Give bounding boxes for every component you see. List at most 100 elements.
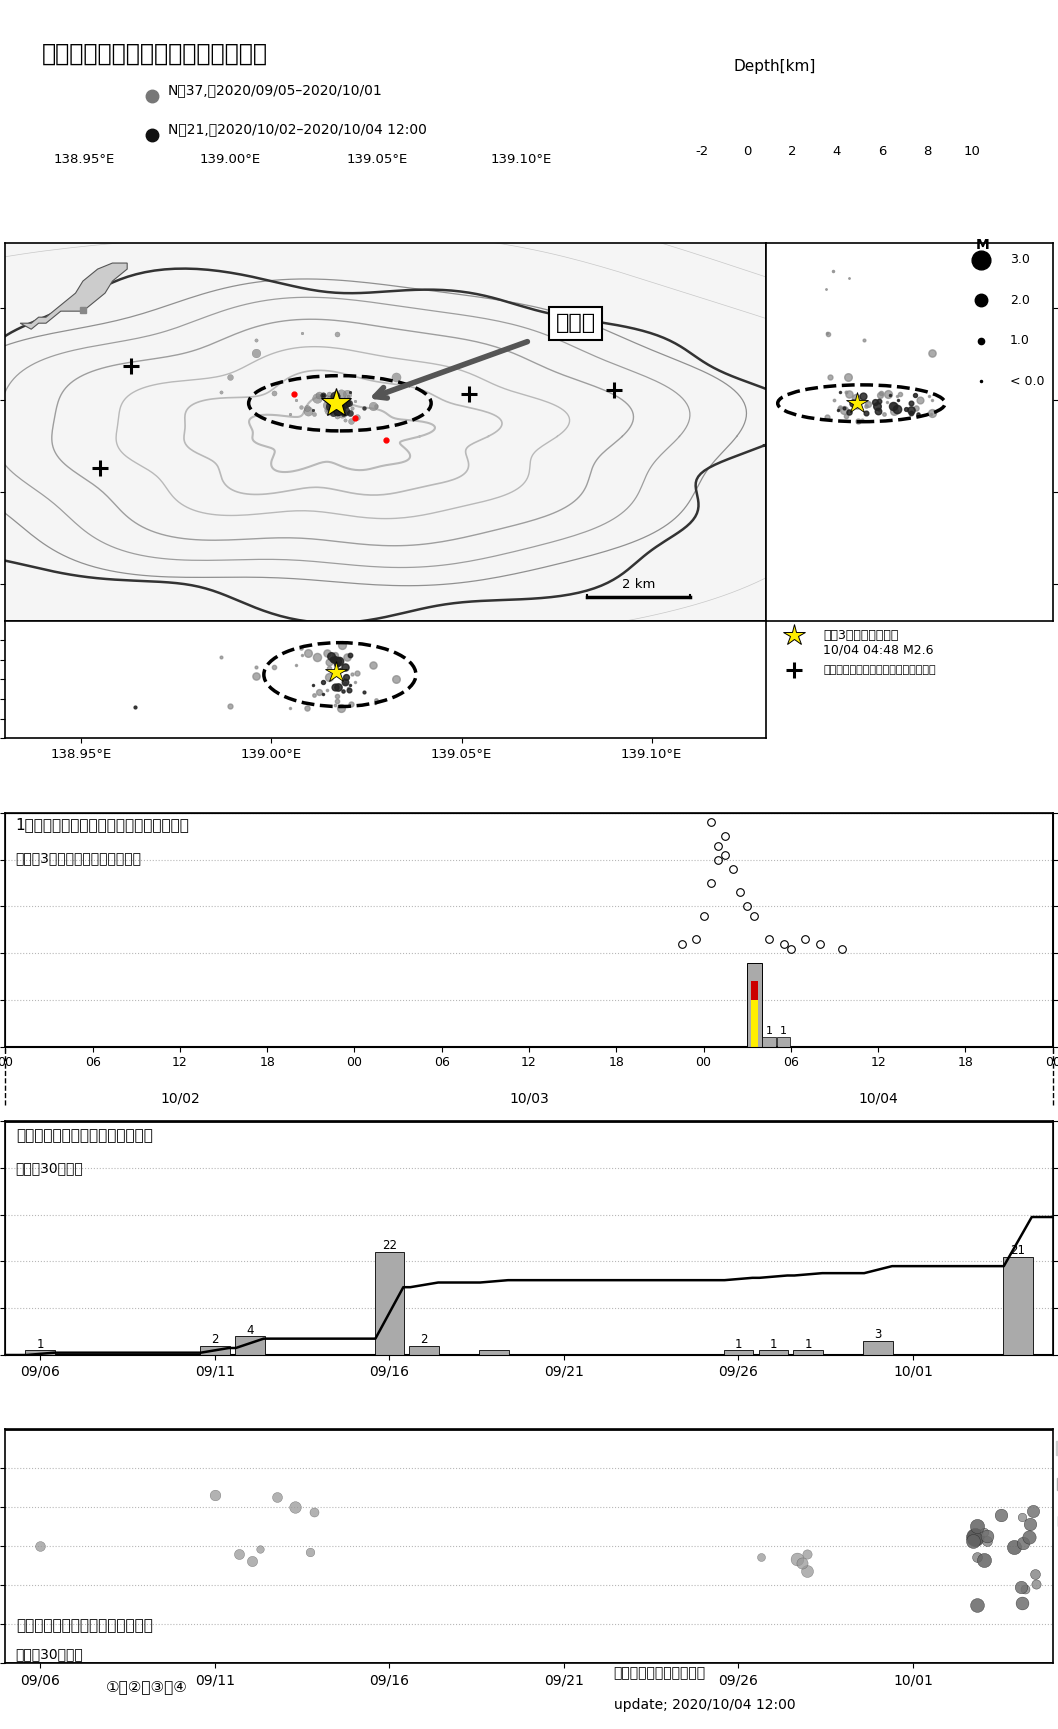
Text: （最近30日間）: （最近30日間） <box>16 1648 84 1662</box>
Point <box>1015 1528 1032 1556</box>
Text: 1: 1 <box>734 1338 743 1350</box>
Point <box>1006 1534 1023 1561</box>
Point <box>1020 1523 1037 1551</box>
Point <box>1017 1575 1034 1603</box>
Text: 21: 21 <box>1010 1243 1025 1257</box>
Text: M: M <box>977 239 990 252</box>
Text: update; 2020/10/04 12:00: update; 2020/10/04 12:00 <box>614 1698 796 1712</box>
Text: 1: 1 <box>804 1338 813 1350</box>
Text: 10/03: 10/03 <box>509 1093 549 1107</box>
Point <box>1014 1503 1030 1530</box>
Text: 2: 2 <box>420 1333 428 1345</box>
Point <box>302 1539 318 1566</box>
Text: 0: 0 <box>743 145 751 159</box>
Text: 139.00°E: 139.00°E <box>200 154 261 166</box>
Bar <box>200 1345 230 1356</box>
Point <box>788 1546 805 1573</box>
Text: 10/02: 10/02 <box>160 1093 200 1107</box>
Text: 139.10°E: 139.10°E <box>491 154 552 166</box>
Point <box>1014 1589 1030 1617</box>
Text: 日別の地震発生数と地震積算回数: 日別の地震発生数と地震積算回数 <box>16 1127 152 1143</box>
Text: 深さとマグニチュードの時間変化: 深さとマグニチュードの時間変化 <box>16 1618 152 1634</box>
Point <box>1027 1570 1044 1598</box>
Point <box>287 1494 304 1522</box>
Text: 1.0: 1.0 <box>1009 334 1029 348</box>
Bar <box>1003 1257 1033 1356</box>
Bar <box>777 1037 790 1046</box>
Text: （最近30日間）: （最近30日間） <box>16 1162 84 1176</box>
Bar <box>759 1350 788 1356</box>
Point <box>979 1527 996 1554</box>
Point <box>969 1542 986 1570</box>
Text: 3.0: 3.0 <box>1009 252 1029 266</box>
Text: ①　②　③　④: ① ② ③ ④ <box>106 1679 187 1694</box>
Text: 4: 4 <box>245 1323 254 1337</box>
Text: 1: 1 <box>769 1338 778 1350</box>
Text: < 0.0: < 0.0 <box>1009 375 1044 387</box>
Text: 6: 6 <box>878 145 887 159</box>
Text: 2.0: 2.0 <box>1009 294 1029 306</box>
Bar <box>751 999 759 1046</box>
Text: 活動域: 活動域 <box>555 313 596 334</box>
Text: N＝37,　2020/09/05–2020/10/01: N＝37, 2020/09/05–2020/10/01 <box>167 83 382 97</box>
Point <box>1027 1560 1044 1587</box>
Text: 10: 10 <box>964 145 981 159</box>
Point <box>752 1542 769 1570</box>
Point <box>1025 1497 1042 1525</box>
Bar <box>235 1337 264 1356</box>
Text: 10/04 04:48 M2.6: 10/04 04:48 M2.6 <box>823 643 933 657</box>
Text: 1: 1 <box>36 1338 44 1350</box>
Point <box>969 1513 986 1541</box>
Text: 10/04: 10/04 <box>858 1093 898 1107</box>
Point <box>269 1483 286 1511</box>
Text: 2: 2 <box>211 1333 219 1345</box>
Point <box>966 1523 983 1551</box>
Bar <box>25 1350 55 1356</box>
Point <box>206 1482 223 1509</box>
Point <box>798 1556 815 1584</box>
Text: （最近3日間で震源決定した数）: （最近3日間で震源決定した数） <box>16 851 142 864</box>
Text: 8: 8 <box>923 145 931 159</box>
Bar <box>863 1342 893 1356</box>
Bar <box>409 1345 439 1356</box>
Text: 1時間毎の地震発生回数とマグニチュード: 1時間毎の地震発生回数とマグニチュード <box>16 818 189 832</box>
Point <box>979 1522 996 1549</box>
Text: 2 km: 2 km <box>622 577 655 591</box>
Text: 138.95°E: 138.95°E <box>53 154 114 166</box>
Bar <box>794 1350 823 1356</box>
Bar <box>724 1350 753 1356</box>
Text: -2: -2 <box>695 145 709 159</box>
Bar <box>375 1252 404 1356</box>
Point <box>243 1547 260 1575</box>
Point <box>968 1591 985 1618</box>
Text: N＝21,　2020/10/02–2020/10/04 12:00: N＝21, 2020/10/02–2020/10/04 12:00 <box>167 123 426 137</box>
Text: 2: 2 <box>787 145 797 159</box>
Point <box>251 1535 268 1563</box>
Text: 図　筱根地域の地震活動の時間変化: 図 筱根地域の地震活動の時間変化 <box>42 41 268 66</box>
Text: 1: 1 <box>780 1025 787 1036</box>
Point <box>975 1518 992 1546</box>
Bar <box>763 1037 776 1046</box>
Point <box>975 1546 992 1573</box>
Text: 3: 3 <box>875 1328 881 1342</box>
Point <box>1013 1573 1029 1601</box>
Text: 139.05°E: 139.05°E <box>347 154 407 166</box>
Text: 神奈川県温泉地学研究所: 神奈川県温泉地学研究所 <box>614 1667 706 1681</box>
Text: 4: 4 <box>833 145 841 159</box>
Text: 1: 1 <box>766 1025 772 1036</box>
Point <box>1022 1511 1039 1539</box>
Point <box>799 1541 816 1568</box>
Point <box>992 1501 1009 1528</box>
Point <box>32 1532 49 1560</box>
Point <box>306 1497 323 1525</box>
Point <box>230 1541 247 1568</box>
Point <box>965 1528 982 1556</box>
Text: 22: 22 <box>382 1240 397 1252</box>
Point <box>794 1549 810 1577</box>
Bar <box>479 1350 509 1356</box>
Text: Depth[km]: Depth[km] <box>733 59 816 74</box>
Text: 最近3日間の最大地震: 最近3日間の最大地震 <box>823 629 898 641</box>
Bar <box>751 982 759 1046</box>
Bar <box>747 963 762 1046</box>
Text: 地震・傾斜計観測点（ボアホール型）: 地震・傾斜計観測点（ボアホール型） <box>823 664 935 674</box>
